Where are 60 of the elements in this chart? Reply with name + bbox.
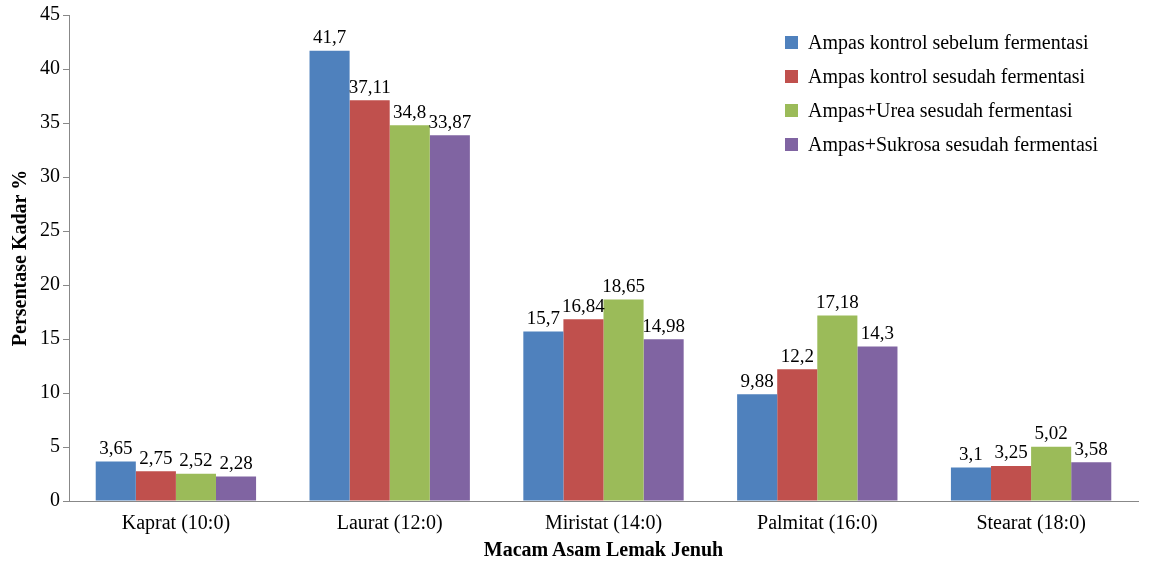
bar [563,319,604,501]
bar [429,135,470,501]
bar [1031,446,1072,501]
bar [349,100,390,501]
x-axis-title: Macam Asam Lemak Jenuh [483,538,724,561]
legend-label: Ampas+Urea sesudah fermentasi [808,98,1073,124]
bar [950,467,992,501]
bar [95,461,136,501]
y-tick-label: 20 [40,272,60,295]
x-tick-label: Palmitat (16:0) [757,511,878,535]
data-label: 2,75 [139,446,173,468]
legend-label: Ampas kontrol sebelum fermentasi [808,30,1089,56]
y-tick-label: 40 [40,56,60,79]
data-label: 15,7 [526,306,560,328]
bar [777,369,818,501]
y-tick-label: 35 [40,110,60,133]
bar [991,465,1032,501]
bar [643,339,684,501]
data-label: 41,7 [312,26,347,48]
y-tick-label: 45 [40,2,60,25]
bar [737,394,778,501]
x-tick-label: Kaprat (10:0) [121,511,231,535]
bar [857,346,898,501]
data-label: 37,11 [348,75,391,97]
data-label: 3,58 [1074,437,1108,459]
bar [523,331,564,501]
data-label: 14,3 [860,322,895,344]
bar [135,471,176,501]
y-tick-label: 5 [50,434,60,457]
data-label: 9,88 [740,369,774,391]
y-tick-label: 0 [50,488,60,511]
data-label: 14,98 [642,314,686,336]
x-tick-label: Miristat (14:0) [544,511,663,535]
bar [1071,462,1112,501]
data-label: 34,8 [393,100,427,122]
data-label: 3,1 [959,443,983,464]
data-label: 33,87 [428,110,472,132]
bar [603,299,644,501]
bar [175,473,216,501]
bar [817,315,858,501]
data-label: 3,65 [99,437,133,459]
y-tick-label: 25 [40,218,60,241]
x-tick-label: Laurat (12:0) [336,511,443,535]
data-label: 12,2 [780,344,814,366]
data-label: 17,18 [815,290,859,312]
data-label: 2,28 [219,451,253,473]
y-axis-title: Persentase Kadar % [8,169,31,347]
y-tick-label: 10 [40,380,60,403]
legend-label: Ampas+Sukrosa sesudah fermentasi [808,132,1099,158]
data-label: 5,02 [1034,422,1068,444]
data-label: 18,65 [602,275,645,297]
x-tick-label: Stearat (18:0) [976,511,1086,535]
data-label: 3,25 [994,441,1028,463]
bar [215,476,257,501]
data-label: 2,52 [179,449,213,471]
y-tick-label: 15 [40,326,60,349]
bar [389,125,430,501]
legend-label: Ampas kontrol sesudah fermentasi [808,64,1086,90]
bar [309,50,350,501]
y-tick-label: 30 [40,164,60,187]
